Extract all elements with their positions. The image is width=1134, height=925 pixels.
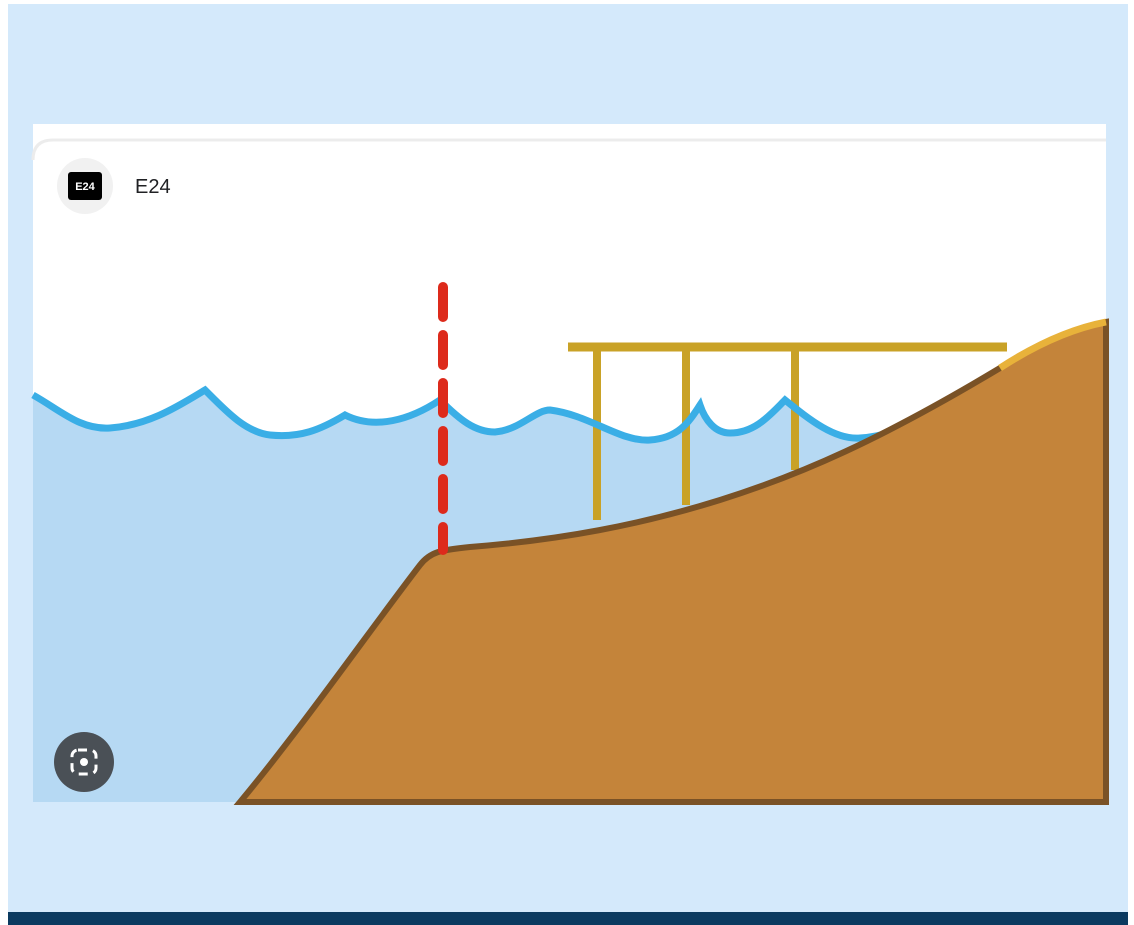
image-preview[interactable] — [33, 124, 1106, 802]
lens-button[interactable] — [54, 732, 114, 792]
source-name[interactable]: E24 — [135, 176, 171, 198]
screen: E24 E24 — [0, 0, 1134, 925]
logo-text: E24 — [75, 181, 95, 193]
page: E24 E24 (() => { const data = JSON.parse… — [0, 0, 1134, 925]
lens-dot — [80, 758, 88, 766]
bottom-bar — [8, 912, 1128, 925]
